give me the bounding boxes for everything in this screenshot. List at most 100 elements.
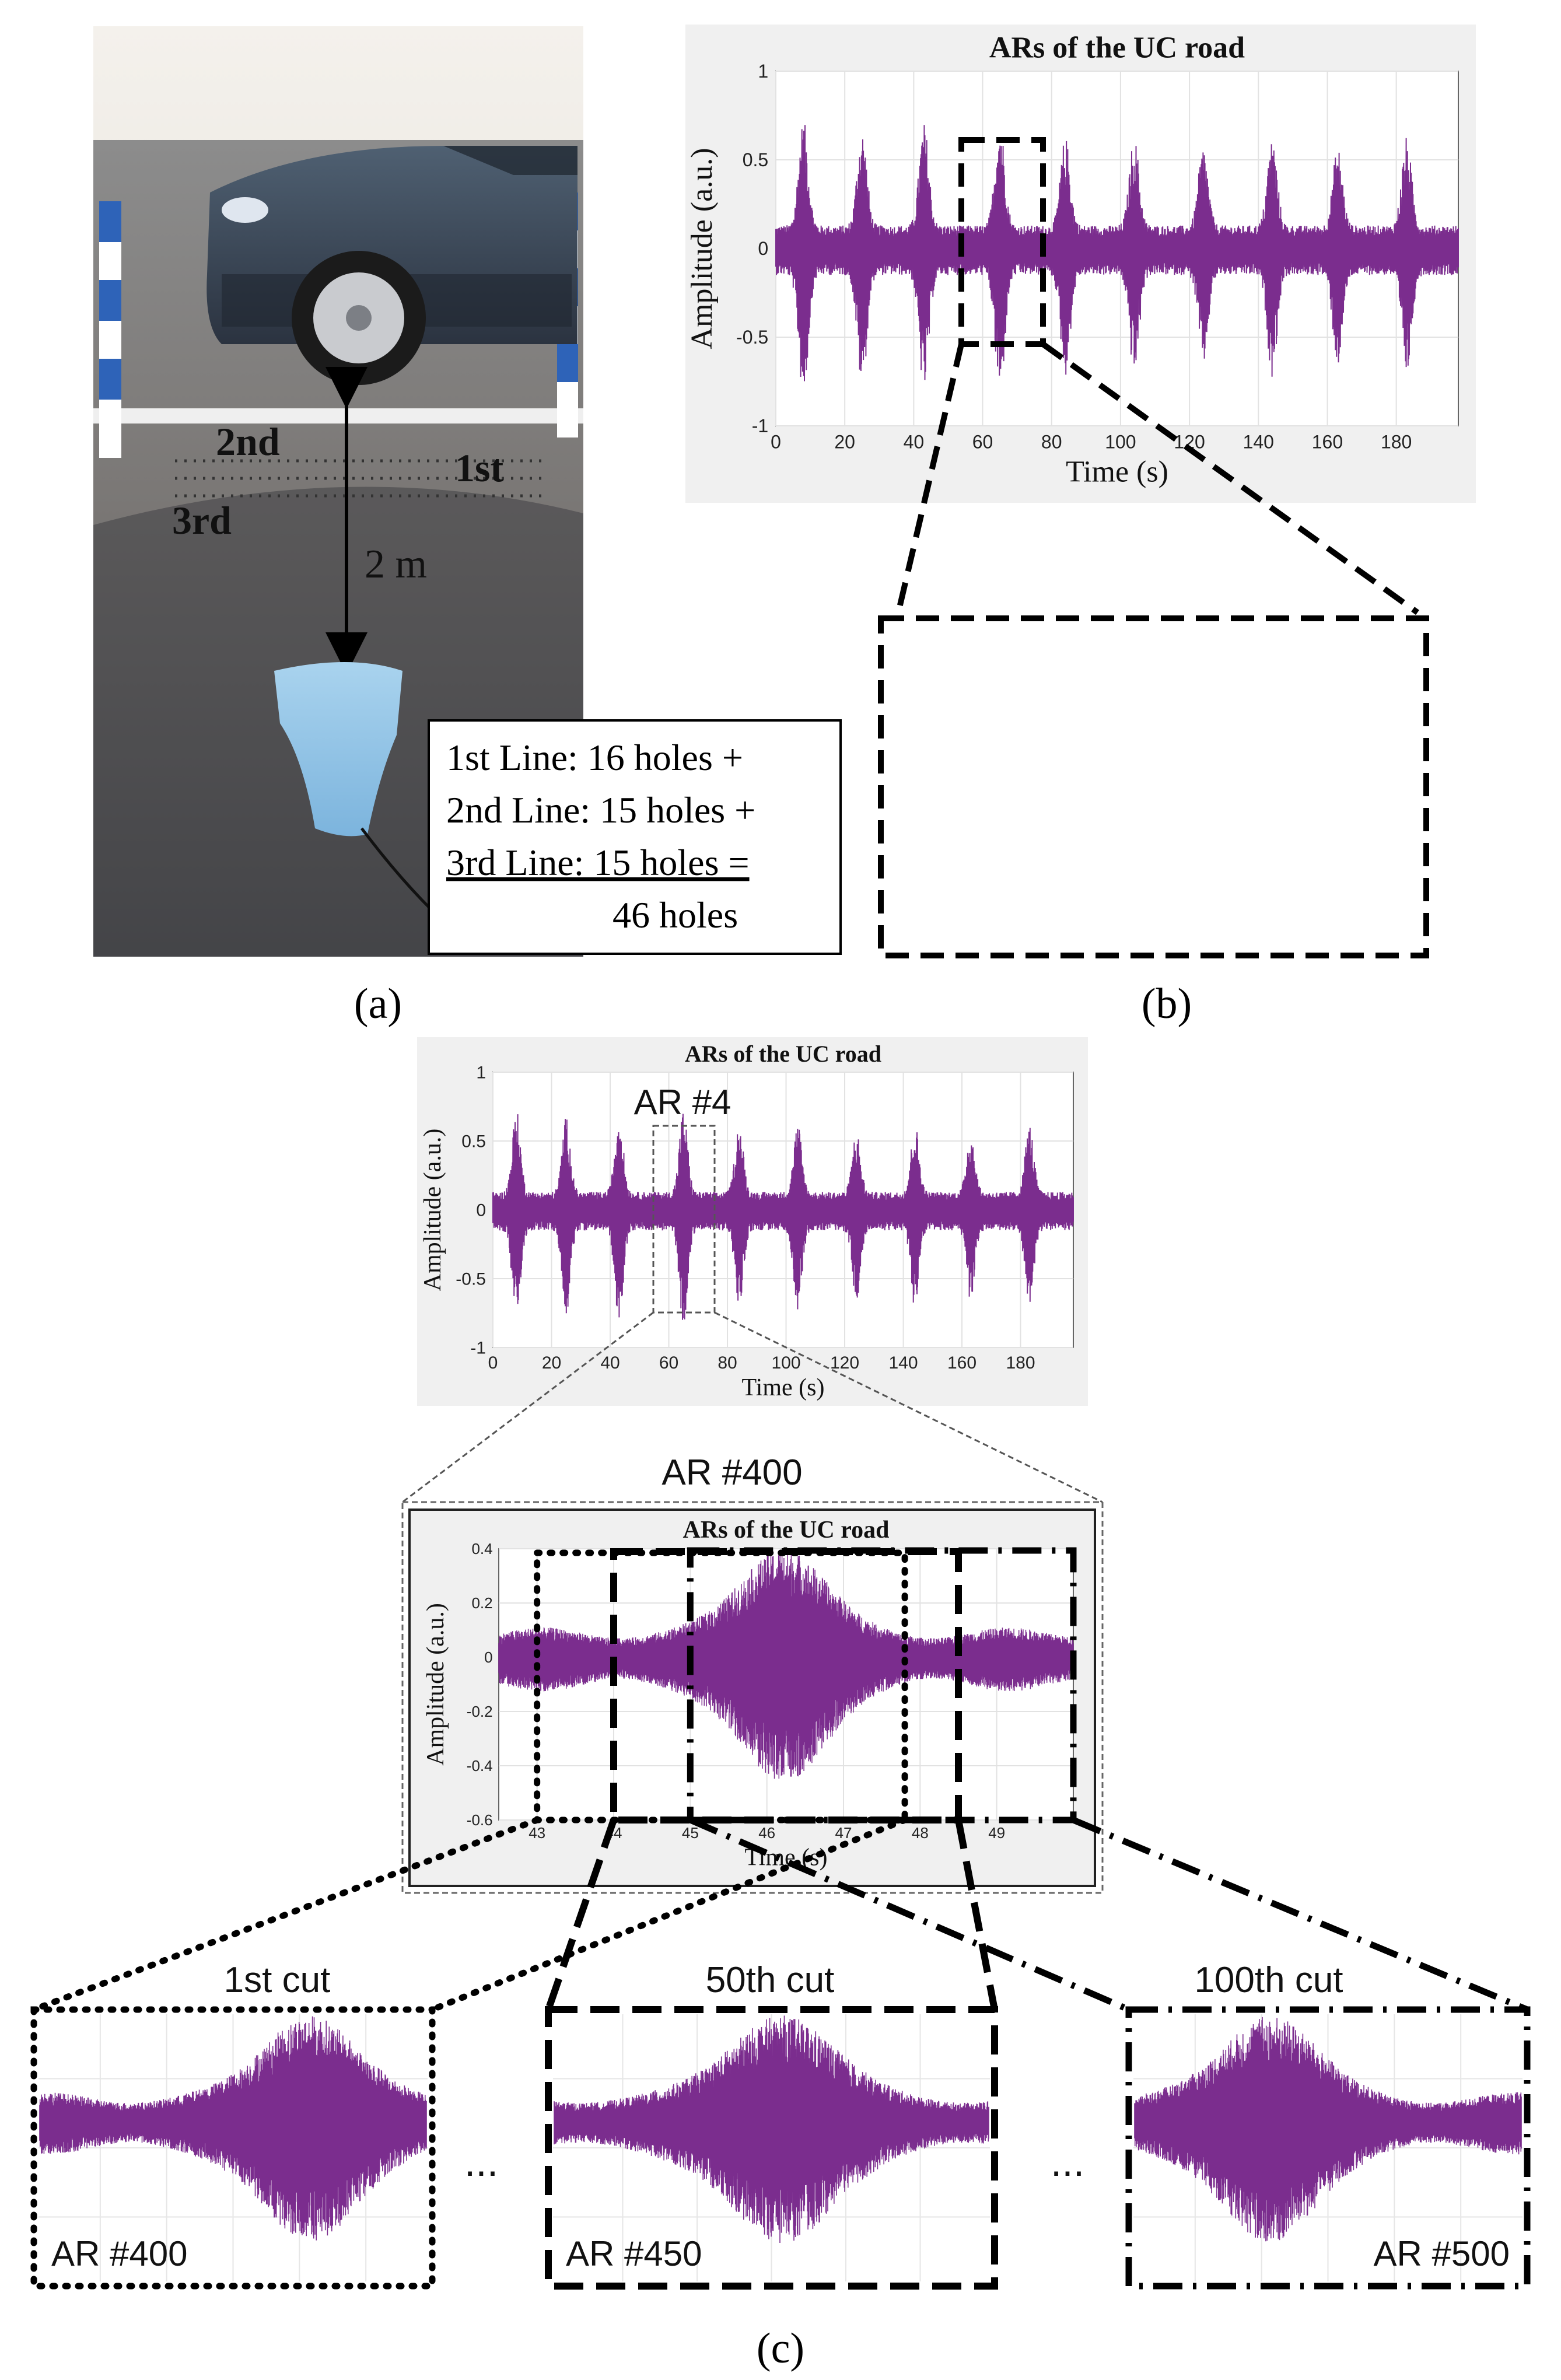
cut-panel-border	[545, 2006, 998, 2290]
chart-title: ARs of the UC road	[685, 1041, 881, 1067]
cut-connector-left-1	[30, 1817, 541, 2013]
x-tick-label: 20	[542, 1353, 561, 1373]
x-tick-label: 0	[771, 431, 781, 452]
signal-series	[775, 125, 1459, 382]
x-tick-label: 45	[682, 1824, 699, 1842]
annotation-ar400-title: AR #400	[662, 1452, 802, 1493]
x-tick-label: 60	[659, 1353, 678, 1373]
sensor-cloth	[274, 662, 402, 836]
x-tick-label: 160	[1312, 431, 1343, 452]
y-tick-label: 0	[758, 238, 768, 259]
count-row-1: 1st Line: 16 holes +	[446, 737, 743, 778]
zoom-connector-b-left	[895, 343, 964, 614]
y-tick-label: -0.6	[467, 1811, 493, 1829]
chart-title: ARs of the UC road	[683, 1517, 890, 1544]
x-tick-label: 100	[1105, 431, 1136, 452]
y-tick-label: 0.4	[471, 1540, 492, 1558]
x-tick-label: 100	[771, 1353, 800, 1373]
x-axis-label: Time (s)	[1066, 456, 1168, 489]
chart-title: ARs of the UC road	[989, 32, 1245, 65]
y-tick-label: 0	[484, 1648, 492, 1666]
y-tick-label: 0.5	[743, 149, 768, 170]
cut-panel-border	[1125, 2006, 1531, 2290]
y-tick-label: 0	[476, 1201, 486, 1220]
annotation-cut-100: 100th cut	[1194, 1960, 1343, 2000]
ellipsis-1: ...	[464, 2139, 498, 2185]
x-tick-label: 20	[834, 431, 855, 452]
connectors-layer	[30, 137, 1529, 2013]
cut-connector-left-3	[689, 1817, 1130, 2013]
y-tick-label: 1	[758, 61, 768, 82]
cut-panel-1: AR #400	[30, 2006, 436, 2290]
zoom-box-c-outer	[401, 1501, 1104, 1894]
x-axis-label: Time (s)	[742, 1374, 825, 1401]
signal-series	[492, 1114, 1074, 1320]
road-photo: 2nd 1st 3rd 2 m	[93, 26, 583, 957]
x-tick-label: 46	[758, 1824, 775, 1842]
x-tick-label: 180	[1381, 431, 1412, 452]
zoom-connector-c-right	[714, 1311, 1103, 1503]
y-tick-label: -0.4	[467, 1757, 493, 1774]
x-tick-label: 180	[1006, 1353, 1035, 1373]
cut-connector-left-2	[545, 1819, 617, 2011]
cut-connector-right-1	[429, 1817, 908, 2013]
cut-connector-right-2	[955, 1819, 998, 2011]
x-tick-label: 160	[947, 1353, 977, 1373]
cut-signal-series	[39, 2016, 427, 2241]
x-tick-label: 80	[1041, 431, 1062, 452]
bollard-left	[99, 201, 121, 458]
cut-signal-series	[554, 2015, 989, 2244]
sensor-cable	[360, 827, 433, 911]
label-3rd-line: 3rd	[172, 498, 232, 542]
ellipsis-2: ...	[1051, 2139, 1084, 2185]
y-axis-label: Amplitude (a.u.)	[422, 1603, 449, 1766]
zoom-box-b	[878, 615, 1429, 958]
count-row-4: 46 holes	[612, 894, 738, 936]
x-tick-label: 48	[912, 1824, 929, 1842]
x-tick-label: 40	[904, 431, 925, 452]
label-1st-line: 1st	[455, 446, 503, 490]
zoom-connector-c-left	[402, 1311, 654, 1503]
y-tick-label: -0.2	[467, 1703, 493, 1720]
annotation-cut-50: 50th cut	[706, 1960, 835, 2000]
y-tick-label: -0.5	[736, 327, 768, 348]
count-row-3: 3rd Line: 15 holes =	[446, 842, 750, 883]
x-tick-label: 47	[835, 1824, 852, 1842]
x-tick-label: 80	[718, 1353, 737, 1373]
x-tick-label: 49	[988, 1824, 1005, 1842]
y-tick-label: 0.5	[461, 1132, 486, 1152]
x-tick-label: 120	[830, 1353, 859, 1373]
cut-ar-label: AR #450	[566, 2234, 702, 2273]
zoom-window-b	[958, 137, 1046, 347]
panel-label-c: (c)	[757, 2325, 804, 2372]
zoom-window-c	[652, 1125, 716, 1314]
annotation-cut-1: 1st cut	[224, 1960, 331, 2000]
panel-label-b: (b)	[1142, 980, 1192, 1028]
lane-stripe	[93, 408, 583, 424]
panel-label-a: (a)	[354, 980, 402, 1028]
cut-ar-label: AR #500	[1374, 2234, 1510, 2273]
cut-ar-label: AR #400	[51, 2234, 188, 2273]
x-tick-label: 40	[600, 1353, 620, 1373]
chart-full_record_c: 0 20 40 60 80 100 120 140 160 180 -1 -0.5 0 0.5 1 ARs o…	[417, 1037, 1088, 1406]
annotation-ar4: AR #4	[634, 1083, 732, 1122]
y-axis-label: Amplitude (a.u.)	[419, 1129, 446, 1292]
cut-connector-right-3	[1072, 1817, 1529, 2013]
y-tick-label: -1	[470, 1339, 486, 1358]
y-tick-label: -0.5	[456, 1270, 486, 1289]
y-axis-label: Amplitude (a.u.)	[685, 148, 719, 349]
x-tick-label: 140	[889, 1353, 918, 1373]
label-2nd-line: 2nd	[216, 419, 280, 464]
x-tick-label: 0	[488, 1353, 498, 1373]
y-tick-label: 0.2	[471, 1594, 492, 1612]
signal-series	[498, 1550, 1074, 1779]
y-tick-label: -1	[752, 415, 768, 436]
x-tick-label: 60	[972, 431, 993, 452]
cut-signal-series	[1134, 2017, 1522, 2242]
y-tick-label: 1	[476, 1063, 486, 1083]
x-tick-label: 140	[1243, 431, 1274, 452]
label-distance: 2 m	[365, 542, 427, 587]
car	[206, 146, 578, 385]
